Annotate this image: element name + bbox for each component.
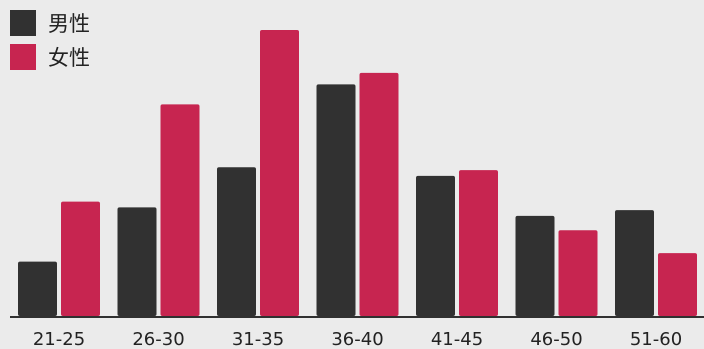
x-tick-label: 51-60 <box>630 329 682 349</box>
legend-label-male: 男性 <box>48 12 90 36</box>
bar-male-31-35 <box>217 167 256 316</box>
bar-male-46-50 <box>515 215 555 316</box>
x-tick-label: 46-50 <box>530 329 582 349</box>
bar-male-26-30 <box>117 207 157 316</box>
bar-male-41-45 <box>416 175 455 316</box>
legend-item-female: 女性 <box>10 42 90 72</box>
x-tick-label: 21-25 <box>33 329 85 349</box>
legend-item-male: 男性 <box>10 8 90 38</box>
bar-female-31-35 <box>260 30 299 316</box>
x-tick-label: 31-35 <box>232 329 284 349</box>
bar-male-51-60 <box>615 210 654 316</box>
bar-female-41-45 <box>459 170 498 316</box>
bar-female-36-40 <box>359 72 399 317</box>
bar-male-36-40 <box>316 84 356 316</box>
bar-female-46-50 <box>558 230 598 316</box>
x-tick-label: 36-40 <box>331 329 383 349</box>
legend-swatch-male <box>10 10 36 36</box>
bar-male-21-25 <box>18 261 57 316</box>
x-tick-label: 26-30 <box>132 329 184 349</box>
bar-female-21-25 <box>61 201 100 316</box>
bar-female-26-30 <box>160 104 200 316</box>
legend-swatch-female <box>10 44 36 70</box>
legend: 男性 女性 <box>10 8 90 76</box>
legend-label-female: 女性 <box>48 46 90 70</box>
x-tick-label: 41-45 <box>431 329 483 349</box>
bar-female-51-60 <box>658 253 697 316</box>
